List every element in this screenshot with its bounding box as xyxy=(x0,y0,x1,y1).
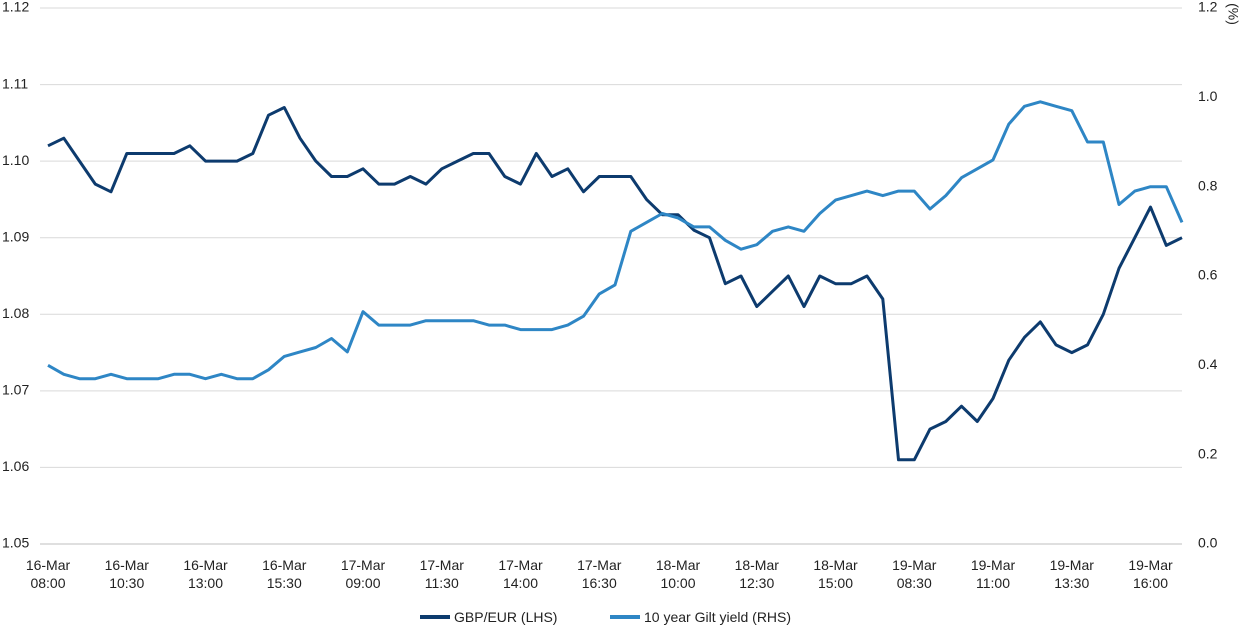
y-tick-label: 1.09 xyxy=(2,228,29,244)
y2-tick-label: 0.4 xyxy=(1198,356,1218,372)
y2-tick-label: 0.2 xyxy=(1198,445,1218,461)
y2-tick-label: 0.0 xyxy=(1198,535,1218,551)
x-tick-label: 17-Mar 14:00 xyxy=(498,557,543,591)
y-tick-label: 1.08 xyxy=(2,305,29,321)
x-tick-label: 16-Mar 10:30 xyxy=(104,557,149,591)
x-tick-label: 18-Mar 15:00 xyxy=(813,557,858,591)
x-tick-label: 17-Mar 16:30 xyxy=(577,557,622,591)
legend-label: GBP/EUR (LHS) xyxy=(454,609,558,625)
y-tick-label: 1.06 xyxy=(2,458,29,474)
y2-tick-label: 1.2 xyxy=(1198,0,1218,15)
y2-tick-label: 1.0 xyxy=(1198,88,1218,104)
series-line xyxy=(47,106,1183,462)
series-line xyxy=(47,100,1184,381)
y2-tick-label: 0.8 xyxy=(1198,177,1218,193)
x-tick-label: 16-Mar 13:00 xyxy=(183,557,228,591)
y2-tick-label: 0.6 xyxy=(1198,267,1218,283)
x-tick-label: 16-Mar 08:00 xyxy=(25,557,71,591)
x-tick-label: 17-Mar 11:30 xyxy=(419,557,464,591)
y-tick-label: 1.07 xyxy=(2,382,29,398)
y-tick-label: 1.11 xyxy=(2,75,28,91)
legend-swatch xyxy=(420,615,450,619)
x-tick-label: 19-Mar 11:00 xyxy=(970,557,1016,591)
legend-label: 10 year Gilt yield (RHS) xyxy=(644,609,792,625)
x-tick-label: 18-Mar 10:00 xyxy=(655,557,701,591)
x-tick-label: 19-Mar 16:00 xyxy=(1128,557,1173,591)
legend-item: 10 year Gilt yield (RHS) xyxy=(610,609,791,625)
y-tick-label: 1.12 xyxy=(2,0,29,15)
x-tick-label: 18-Mar 12:30 xyxy=(734,557,779,591)
x-tick-label: 19-Mar 08:30 xyxy=(892,557,937,591)
x-tick-label: 16-Mar 15:30 xyxy=(262,557,307,591)
legend-item: GBP/EUR (LHS) xyxy=(420,609,557,625)
x-tick-label: 19-Mar 13:30 xyxy=(1049,557,1094,591)
x-tick-label: 17-Mar 09:00 xyxy=(340,557,386,591)
y2-axis-title: (%) xyxy=(1225,3,1241,25)
y-tick-label: 1.05 xyxy=(2,535,29,551)
y-tick-label: 1.10 xyxy=(2,152,29,168)
legend-swatch xyxy=(610,615,640,619)
